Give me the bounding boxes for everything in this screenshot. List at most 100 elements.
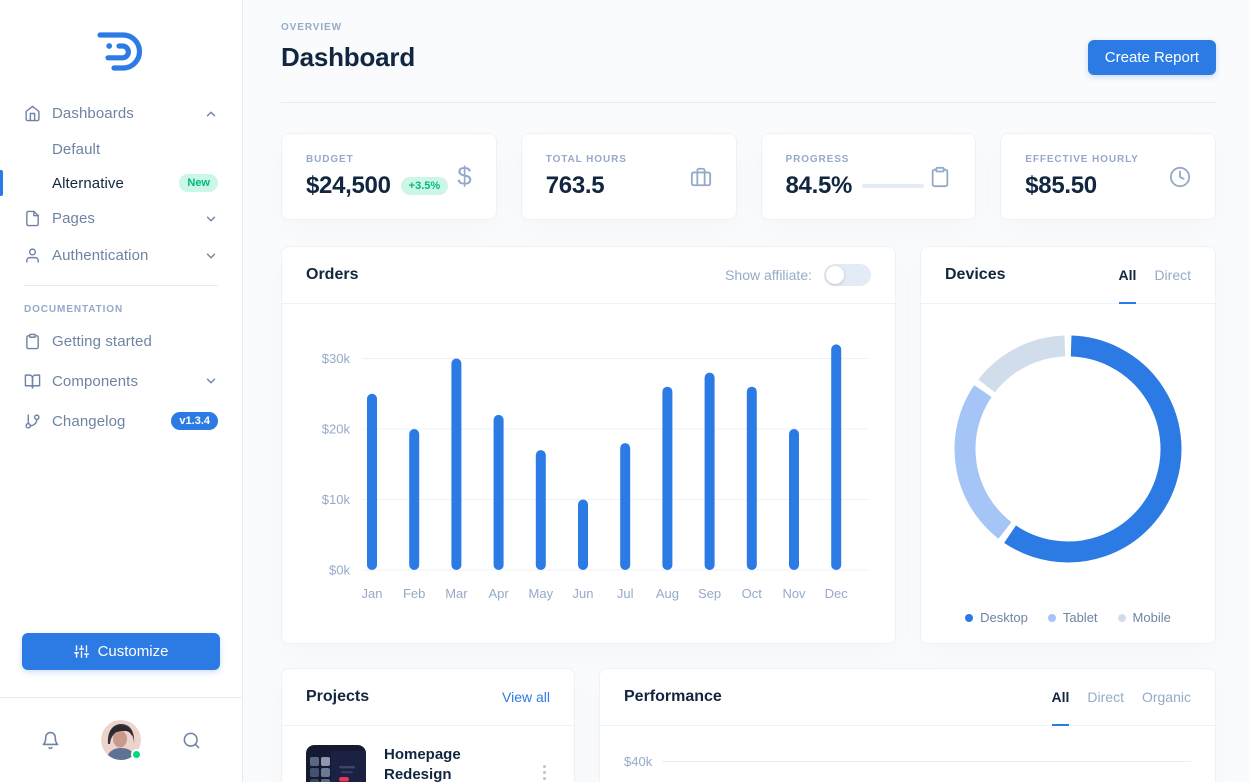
dollar-icon: $: [457, 161, 472, 191]
chevron-down-icon: [204, 212, 218, 226]
svg-text:$30k: $30k: [322, 351, 351, 366]
sidebar-item-label: Pages: [52, 210, 96, 227]
clock-icon: [1169, 166, 1191, 188]
book-icon: [24, 373, 41, 390]
sidebar-item-dashboards[interactable]: Dashboards: [0, 95, 242, 132]
legend-item-desktop: Desktop: [965, 610, 1028, 625]
clipboard-icon: [24, 333, 41, 350]
sidebar-item-label: Getting started: [52, 332, 152, 350]
user-avatar[interactable]: [101, 720, 142, 760]
devices-tab-direct[interactable]: Direct: [1154, 267, 1191, 283]
toggle-knob: [826, 266, 844, 284]
performance-tab-all[interactable]: All: [1051, 669, 1069, 726]
kebab-menu-icon[interactable]: [539, 759, 550, 782]
sliders-icon: [73, 644, 89, 659]
bell-icon: [41, 731, 60, 750]
sidebar-footer: [0, 697, 242, 782]
legend-item-mobile: Mobile: [1117, 610, 1171, 625]
legend-label: Tablet: [1062, 610, 1098, 625]
svg-text:Feb: Feb: [403, 586, 425, 601]
sidebar-item-components[interactable]: Components: [0, 361, 242, 401]
svg-text:May: May: [529, 586, 554, 601]
sidebar-item-label: Authentication: [52, 247, 149, 264]
devices-card-title: Devices: [945, 266, 1006, 283]
sidebar-item-authentication[interactable]: Authentication: [0, 237, 242, 274]
projects-card-title: Projects: [306, 688, 370, 705]
dashkit-logo[interactable]: [93, 27, 149, 75]
charts-row: Orders Show affiliate: $0k $10k $20k $30k Ja…: [281, 246, 1216, 644]
svg-text:$0k: $0k: [329, 563, 350, 578]
customize-button[interactable]: Customize: [22, 633, 220, 670]
svg-text:Mar: Mar: [445, 586, 468, 601]
devices-tab-all[interactable]: All: [1118, 247, 1136, 304]
sidebar-item-pages[interactable]: Pages: [0, 200, 242, 237]
new-badge: New: [179, 174, 218, 192]
total-hours-stat-card: TOTAL HOURS 763.5: [520, 133, 737, 220]
git-branch-icon: [24, 413, 41, 430]
sidebar-section-label: DOCUMENTATION: [24, 304, 124, 315]
project-title[interactable]: Homepage Redesign: [384, 746, 461, 782]
progress-bar: [862, 183, 925, 188]
svg-text:$20k: $20k: [322, 422, 351, 437]
svg-text:Aug: Aug: [656, 586, 679, 601]
svg-text:Dec: Dec: [825, 586, 849, 601]
gridline: [662, 761, 1191, 762]
chevron-up-icon: [204, 107, 218, 121]
sidebar-item-getting-started[interactable]: Getting started: [0, 321, 242, 361]
version-badge: v1.3.4: [171, 412, 218, 430]
project-thumbnail[interactable]: [306, 745, 366, 782]
customize-button-label: Customize: [97, 643, 169, 660]
view-all-link[interactable]: View all: [502, 689, 550, 705]
show-affiliate-toggle[interactable]: [824, 264, 871, 286]
svg-text:Jul: Jul: [617, 586, 634, 601]
stat-label: EFFECTIVE HOURLY: [1025, 153, 1139, 165]
show-affiliate-label: Show affiliate:: [725, 267, 812, 283]
performance-card-title: Performance: [624, 688, 722, 705]
orders-bar-chart: $0k $10k $20k $30k Jan Feb Mar Apr May Jun Jul Aug S…: [306, 318, 871, 625]
devices-legend: Desktop Tablet Mobile: [965, 610, 1171, 625]
orders-card-title: Orders: [306, 266, 359, 283]
sidebar-nav: Dashboards Default Alternative New Pages: [0, 95, 242, 441]
clipboard-icon: [929, 166, 951, 188]
page-title: Dashboard: [281, 42, 416, 72]
stat-label: TOTAL HOURS: [545, 153, 627, 165]
effective-hourly-stat-card: EFFECTIVE HOURLY $85.50: [1000, 133, 1216, 220]
main-content: OVERVIEW Dashboard Create Report BUDGET …: [243, 0, 1250, 782]
y-axis-tick-label: $40k: [624, 754, 653, 769]
performance-tab-organic[interactable]: Organic: [1141, 689, 1191, 705]
sidebar: Dashboards Default Alternative New Pages: [0, 0, 243, 782]
stat-value: 84.5%: [785, 171, 853, 199]
svg-text:Jan: Jan: [362, 586, 383, 601]
svg-text:Nov: Nov: [782, 586, 806, 601]
page-header: OVERVIEW Dashboard Create Report: [281, 0, 1216, 103]
svg-text:Apr: Apr: [488, 586, 509, 601]
legend-item-tablet: Tablet: [1047, 610, 1098, 625]
budget-stat-card: BUDGET $24,500 +3.5% $: [281, 133, 497, 220]
devices-card: Devices All Direct Desktop: [920, 246, 1216, 644]
sidebar-item-label: Default: [52, 140, 101, 158]
sidebar-item-alternative[interactable]: Alternative New: [0, 166, 242, 200]
legend-dot-desktop: [965, 613, 974, 622]
devices-donut-chart: [952, 333, 1184, 570]
svg-text:Oct: Oct: [742, 586, 763, 601]
project-list-item: Homepage Redesign: [306, 745, 550, 782]
home-icon: [24, 105, 41, 122]
performance-tab-direct[interactable]: Direct: [1087, 689, 1124, 705]
stat-label: PROGRESS: [785, 153, 850, 165]
chevron-down-icon: [204, 249, 218, 263]
chevron-down-icon: [204, 374, 218, 388]
notifications-button[interactable]: [35, 725, 66, 756]
svg-text:Sep: Sep: [698, 586, 721, 601]
sidebar-item-label: Alternative: [52, 174, 124, 192]
sidebar-item-default[interactable]: Default: [0, 132, 242, 166]
legend-label: Mobile: [1132, 610, 1171, 625]
user-icon: [24, 247, 41, 264]
projects-card: Projects View all: [281, 668, 575, 782]
search-button[interactable]: [176, 725, 207, 756]
sidebar-item-changelog[interactable]: Changelog v1.3.4: [0, 401, 242, 441]
create-report-button[interactable]: Create Report: [1087, 40, 1216, 75]
delta-badge: +3.5%: [400, 176, 449, 195]
performance-card: Performance All Direct Organic $40k: [599, 668, 1216, 782]
orders-card: Orders Show affiliate: $0k $10k $20k $30k Ja…: [281, 246, 896, 644]
